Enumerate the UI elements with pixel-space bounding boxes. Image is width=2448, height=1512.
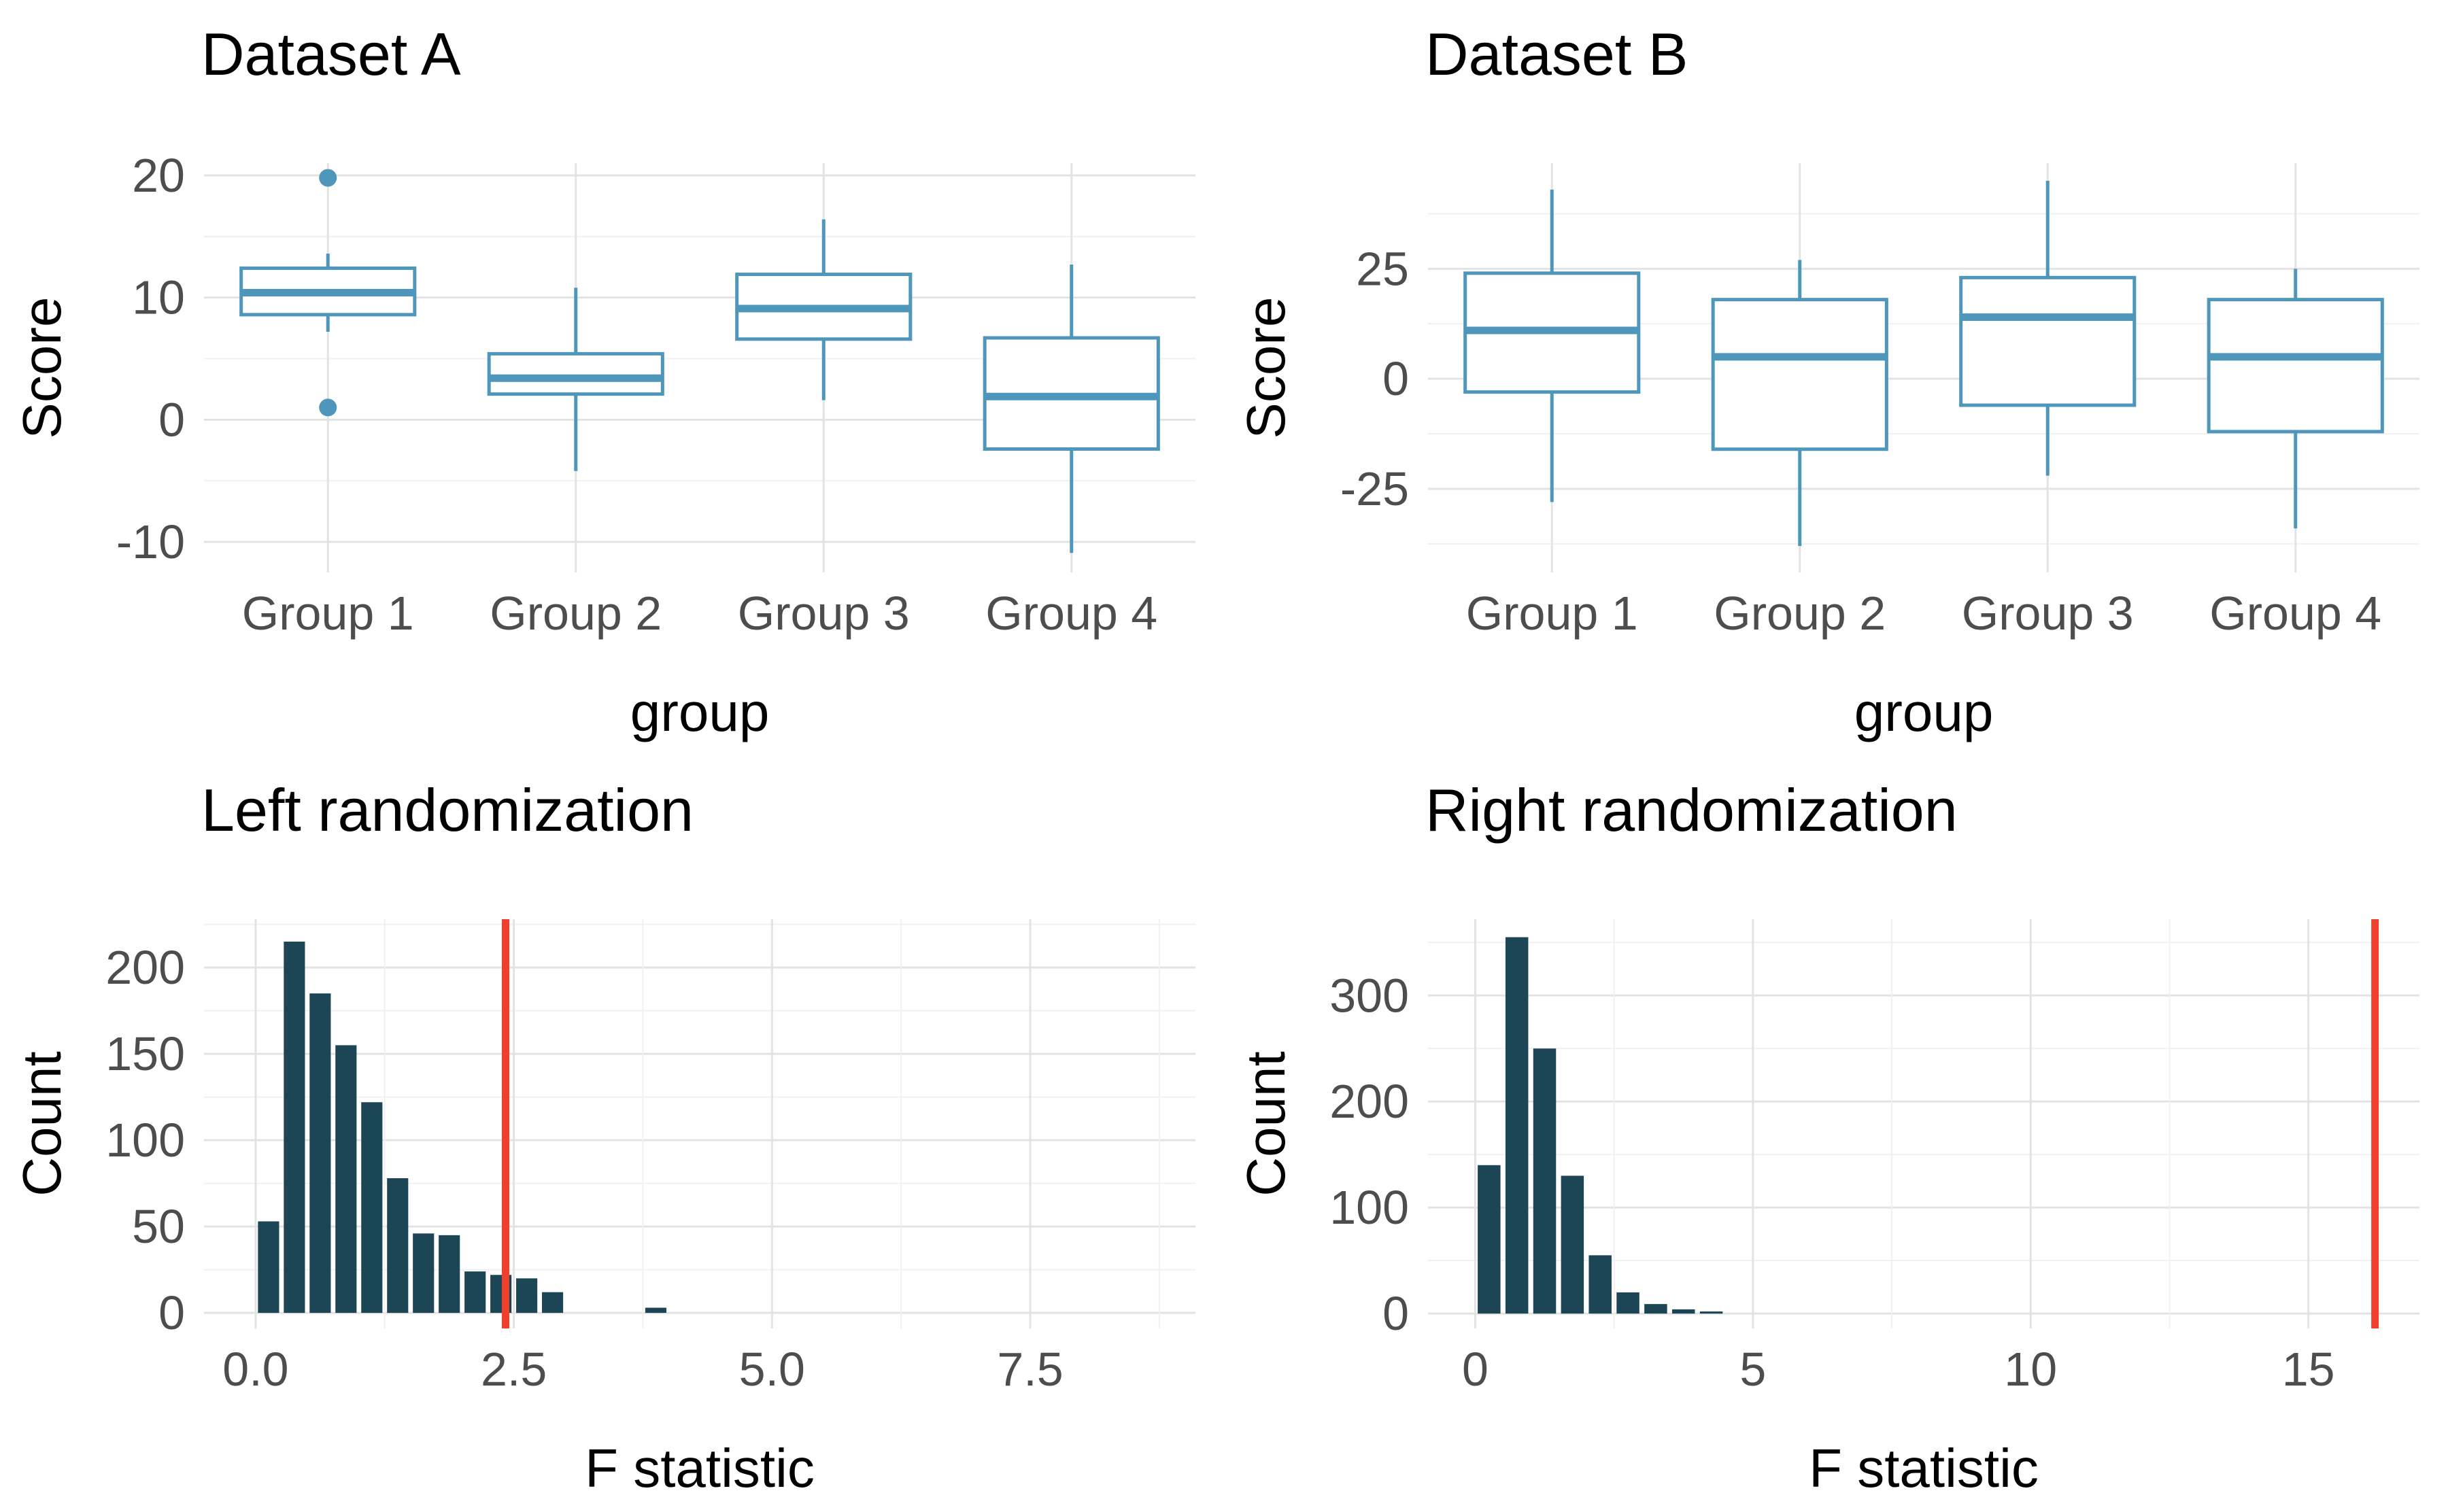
x-tick-label: Group 2 (490, 587, 662, 640)
boxplot-dataset-a: Group 1 Group 2 Group 3 Group 4 -10 0 10 20 (116, 149, 1195, 640)
histogram-bar (542, 1292, 564, 1313)
box-group-4 (983, 264, 1160, 553)
gridlines (1428, 919, 2419, 1328)
chart-title-left-randomization: Left randomization (201, 776, 694, 844)
y-tick-label: -10 (116, 515, 185, 568)
y-tick-label: 100 (105, 1114, 185, 1167)
marks (258, 919, 667, 1328)
x-tick-label: 5.0 (739, 1343, 805, 1396)
y-tick-label: 100 (1329, 1181, 1409, 1234)
axis-tick-labels: 0.0 2.5 5.0 7.5 0 50 100 150 200 (105, 941, 1063, 1396)
panel-left-randomization: Left randomization Count 0.0 2.5 5.0 7.5 0 50… (0, 756, 1224, 1512)
histogram-bar (1505, 937, 1529, 1314)
box-group-3 (1959, 180, 2137, 476)
histogram-bar (1616, 1292, 1639, 1314)
axis-tick-labels: 0 5 10 15 0 100 200 300 (1329, 969, 2334, 1396)
x-tick-label: 5 (1739, 1343, 1766, 1396)
outlier-point (319, 169, 337, 187)
chart-title-dataset-a: Dataset A (201, 20, 461, 88)
histogram-bar (1588, 1255, 1612, 1314)
x-tick-label: Group 2 (1714, 587, 1886, 640)
boxplot-dataset-b: Group 1 Group 2 Group 3 Group 4 -25 0 25 (1340, 163, 2419, 640)
iqr-box (1959, 275, 2137, 407)
chart-title-right-randomization: Right randomization (1425, 776, 1958, 844)
histogram-bar (284, 942, 305, 1313)
histogram-bar (439, 1235, 460, 1313)
x-tick-label: 2.5 (481, 1343, 547, 1396)
histogram-bar (1671, 1309, 1695, 1314)
marks (1463, 180, 2384, 547)
y-tick-label: 200 (1329, 1075, 1409, 1128)
x-tick-label: Group 4 (985, 587, 1157, 640)
box-group-2 (1711, 260, 1888, 547)
y-tick-label: 0 (158, 393, 185, 446)
histogram-left-randomization: 0.0 2.5 5.0 7.5 0 50 100 150 200 (105, 919, 1195, 1396)
box-group-3 (735, 219, 913, 400)
x-tick-label: 7.5 (997, 1343, 1063, 1396)
y-tick-label: 20 (132, 149, 185, 202)
histogram-bar (387, 1178, 409, 1313)
y-tick-label: -25 (1340, 462, 1409, 515)
box-group-1 (1463, 189, 1641, 502)
y-tick-label: 50 (132, 1200, 185, 1253)
y-tick-label: 150 (105, 1027, 185, 1080)
iqr-box (1711, 298, 1888, 451)
marks (1478, 919, 2379, 1328)
y-tick-label: 0 (1382, 352, 1409, 405)
box-group-1 (239, 169, 417, 417)
x-tick-label: Group 4 (2209, 587, 2381, 640)
x-tick-label: Group 1 (242, 587, 414, 640)
histogram-bar (335, 1045, 357, 1313)
histogram-bar (1561, 1175, 1584, 1314)
x-tick-label: 0 (1462, 1343, 1489, 1396)
outlier-point (319, 398, 337, 417)
histogram-bar (464, 1271, 486, 1313)
marks (239, 169, 1160, 553)
box-group-4 (2207, 269, 2384, 529)
histogram-bar (309, 993, 331, 1313)
box-group-2 (487, 288, 664, 471)
y-tick-label: 10 (132, 271, 185, 324)
chart-title-dataset-b: Dataset B (1425, 20, 1688, 88)
x-tick-label: Group 3 (738, 587, 910, 640)
x-axis-title-fstat-right: F statistic (1809, 1438, 2039, 1498)
iqr-box (2207, 298, 2384, 434)
x-axis-title-group-b: group (1854, 682, 1994, 742)
histogram-bar (1533, 1048, 1557, 1314)
histogram-bar (1644, 1304, 1667, 1314)
y-tick-label: 25 (1356, 242, 1409, 295)
histogram-bar (413, 1233, 435, 1313)
x-tick-label: Group 1 (1466, 587, 1638, 640)
panel-right-randomization: Right randomization Count 0 5 10 15 0 100 200 3… (1224, 756, 2448, 1512)
x-axis-title-fstat-left: F statistic (585, 1438, 815, 1498)
panel-dataset-b: Dataset B Score Group 1 Group 2 Group 3 Gro… (1224, 0, 2448, 756)
axis-tick-labels: Group 1 Group 2 Group 3 Group 4 -10 0 10 20 (116, 149, 1157, 640)
histogram-bar (258, 1221, 279, 1313)
y-tick-label: 300 (1329, 969, 1409, 1022)
axis-tick-labels: Group 1 Group 2 Group 3 Group 4 -25 0 25 (1340, 242, 2381, 640)
x-tick-label: 0.0 (222, 1343, 288, 1396)
histogram-bar (516, 1278, 538, 1313)
histogram-right-randomization: 0 5 10 15 0 100 200 300 (1329, 919, 2419, 1396)
histogram-bar (1699, 1311, 1723, 1314)
x-tick-label: Group 3 (1962, 587, 2134, 640)
y-tick-label: 0 (1382, 1287, 1409, 1340)
x-tick-label: 10 (2004, 1343, 2057, 1396)
histogram-bar (361, 1102, 383, 1313)
y-tick-label: 200 (105, 941, 185, 994)
histogram-bar (645, 1307, 667, 1313)
x-tick-label: 15 (2282, 1343, 2335, 1396)
panel-dataset-a: Dataset A Score Group 1 Group 2 Group 3 Gro… (0, 0, 1224, 756)
histogram-bar (1478, 1165, 1501, 1314)
iqr-box (487, 351, 664, 396)
x-axis-title-group-a: group (630, 682, 770, 742)
y-tick-label: 0 (158, 1286, 185, 1339)
